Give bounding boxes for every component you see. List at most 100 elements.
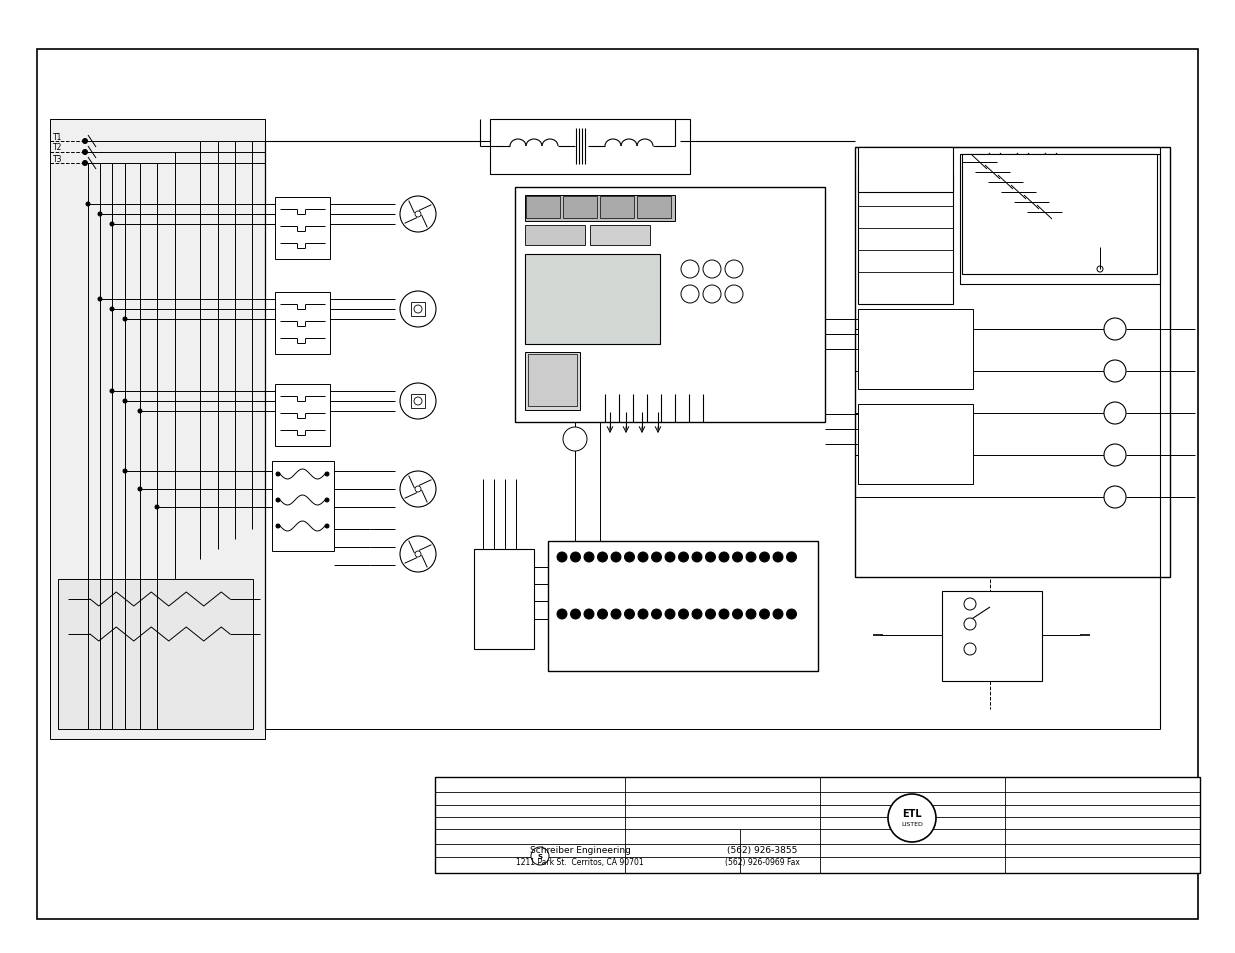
Circle shape — [400, 292, 436, 328]
Circle shape — [584, 553, 594, 562]
Circle shape — [275, 524, 280, 529]
Text: LISTED: LISTED — [902, 821, 923, 826]
Circle shape — [571, 609, 580, 619]
Circle shape — [725, 286, 743, 304]
Text: (562) 926-0969 Fax: (562) 926-0969 Fax — [725, 858, 799, 866]
Circle shape — [1104, 486, 1126, 509]
Circle shape — [1104, 402, 1126, 424]
Circle shape — [664, 553, 676, 562]
Circle shape — [400, 196, 436, 233]
Circle shape — [400, 537, 436, 573]
Circle shape — [138, 410, 142, 414]
Circle shape — [124, 317, 127, 322]
Circle shape — [787, 609, 797, 619]
Circle shape — [638, 553, 648, 562]
Circle shape — [1104, 444, 1126, 467]
Circle shape — [563, 428, 587, 452]
Circle shape — [110, 223, 114, 227]
Bar — [855, 148, 1170, 578]
Circle shape — [1104, 318, 1126, 340]
Circle shape — [86, 203, 90, 207]
Circle shape — [703, 286, 721, 304]
Circle shape — [124, 399, 127, 403]
Circle shape — [138, 488, 142, 492]
Circle shape — [638, 609, 648, 619]
Circle shape — [611, 553, 621, 562]
Circle shape — [611, 609, 621, 619]
Bar — [525, 226, 585, 246]
Text: S: S — [537, 853, 542, 859]
Circle shape — [557, 609, 567, 619]
Bar — [858, 148, 953, 193]
Circle shape — [692, 553, 701, 562]
Bar — [858, 174, 953, 305]
Bar — [58, 579, 253, 729]
Text: 1211 Park St.  Cerritos, CA 90701: 1211 Park St. Cerritos, CA 90701 — [516, 858, 643, 866]
Bar — [529, 355, 577, 407]
Circle shape — [625, 553, 635, 562]
Bar — [942, 592, 1042, 681]
Circle shape — [703, 261, 721, 278]
Circle shape — [83, 161, 88, 167]
Circle shape — [98, 297, 103, 302]
Circle shape — [400, 472, 436, 507]
Circle shape — [719, 553, 729, 562]
Circle shape — [678, 553, 688, 562]
Circle shape — [965, 643, 976, 656]
Bar — [858, 310, 973, 390]
Circle shape — [275, 473, 280, 476]
Bar — [490, 120, 690, 174]
Circle shape — [888, 794, 936, 842]
Circle shape — [692, 609, 701, 619]
Circle shape — [325, 524, 329, 529]
Circle shape — [1104, 360, 1126, 382]
Text: T1: T1 — [53, 132, 62, 141]
Circle shape — [773, 553, 783, 562]
Bar — [411, 395, 425, 409]
Circle shape — [275, 498, 280, 502]
Circle shape — [325, 498, 329, 502]
Text: (562) 926-3855: (562) 926-3855 — [727, 845, 797, 855]
Bar — [563, 196, 597, 219]
Circle shape — [787, 553, 797, 562]
Bar — [525, 254, 659, 345]
Bar — [637, 196, 671, 219]
Circle shape — [571, 553, 580, 562]
Circle shape — [598, 553, 608, 562]
Circle shape — [732, 609, 742, 619]
Bar — [962, 154, 1157, 274]
Circle shape — [725, 261, 743, 278]
Bar — [49, 120, 266, 740]
Circle shape — [680, 261, 699, 278]
Bar — [435, 778, 1200, 873]
Circle shape — [705, 553, 715, 562]
Circle shape — [156, 505, 159, 510]
Circle shape — [557, 553, 567, 562]
Circle shape — [746, 553, 756, 562]
Text: T3: T3 — [53, 154, 62, 163]
Circle shape — [98, 213, 103, 216]
Circle shape — [760, 609, 769, 619]
Circle shape — [760, 553, 769, 562]
Circle shape — [110, 308, 114, 312]
Circle shape — [664, 609, 676, 619]
Circle shape — [124, 470, 127, 474]
Circle shape — [705, 609, 715, 619]
Bar — [858, 405, 973, 484]
Bar — [275, 293, 330, 355]
Bar — [411, 303, 425, 316]
Circle shape — [773, 609, 783, 619]
Bar — [272, 461, 333, 552]
Bar — [960, 154, 1160, 285]
Text: T2: T2 — [53, 143, 62, 152]
Bar — [474, 550, 534, 649]
Bar — [275, 198, 330, 260]
Circle shape — [965, 618, 976, 630]
Circle shape — [400, 384, 436, 419]
Circle shape — [598, 609, 608, 619]
Circle shape — [531, 847, 550, 865]
Circle shape — [83, 151, 88, 155]
Bar — [526, 196, 559, 219]
Bar — [548, 541, 818, 671]
Bar — [275, 385, 330, 447]
